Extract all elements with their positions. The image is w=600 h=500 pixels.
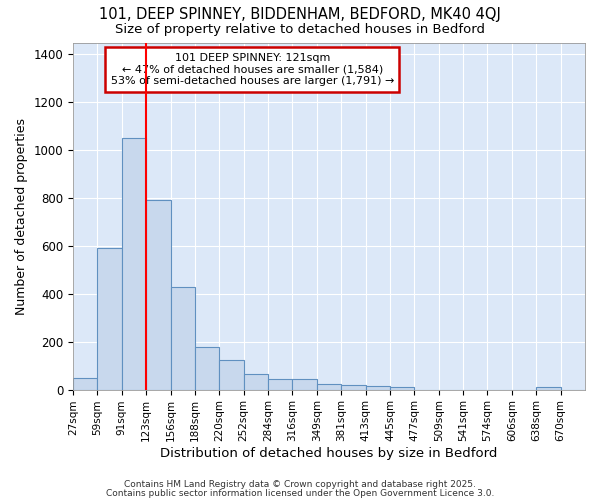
X-axis label: Distribution of detached houses by size in Bedford: Distribution of detached houses by size … xyxy=(160,447,498,460)
Text: Contains public sector information licensed under the Open Government Licence 3.: Contains public sector information licen… xyxy=(106,488,494,498)
Bar xyxy=(97,248,122,390)
Bar xyxy=(292,379,317,390)
Bar xyxy=(317,384,341,390)
Bar xyxy=(536,387,560,390)
Text: Size of property relative to detached houses in Bedford: Size of property relative to detached ho… xyxy=(115,22,485,36)
Bar xyxy=(268,379,292,390)
Bar xyxy=(365,386,390,390)
Y-axis label: Number of detached properties: Number of detached properties xyxy=(15,118,28,314)
Text: Contains HM Land Registry data © Crown copyright and database right 2025.: Contains HM Land Registry data © Crown c… xyxy=(124,480,476,489)
Bar xyxy=(220,360,244,390)
Text: 101, DEEP SPINNEY, BIDDENHAM, BEDFORD, MK40 4QJ: 101, DEEP SPINNEY, BIDDENHAM, BEDFORD, M… xyxy=(99,8,501,22)
Bar xyxy=(146,200,170,390)
Bar xyxy=(341,385,365,390)
Bar xyxy=(244,374,268,390)
Text: 101 DEEP SPINNEY: 121sqm
← 47% of detached houses are smaller (1,584)
53% of sem: 101 DEEP SPINNEY: 121sqm ← 47% of detach… xyxy=(110,53,394,86)
Bar xyxy=(195,346,220,390)
Bar xyxy=(73,378,97,390)
Bar xyxy=(390,387,415,390)
Bar xyxy=(122,138,146,390)
Bar xyxy=(170,286,195,390)
